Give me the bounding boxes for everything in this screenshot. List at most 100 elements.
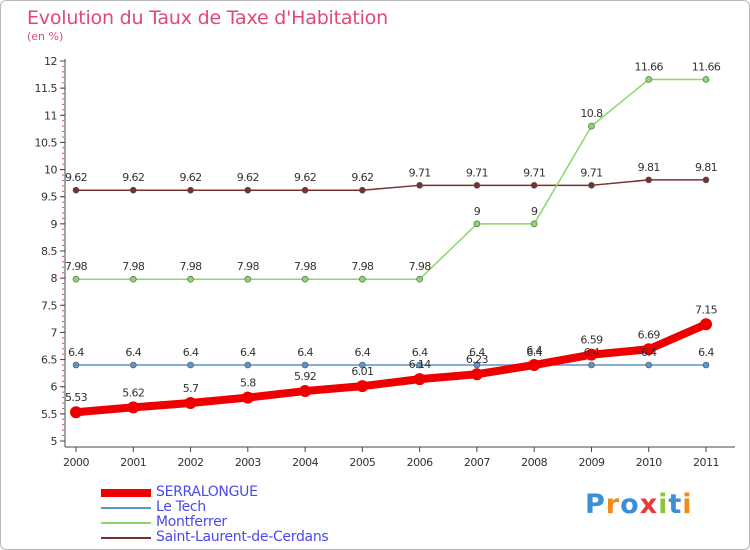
- data-point-serralongue: [299, 385, 312, 398]
- data-label-montferrer: 11.66: [692, 60, 721, 73]
- data-point-saint-laurent-de-cerdans: [530, 182, 538, 189]
- legend-swatch-serralongue: [101, 488, 151, 497]
- data-label-saint-laurent-de-cerdans: 9.71: [580, 166, 602, 179]
- y-tick-label: 10: [44, 164, 57, 177]
- data-label-montferrer: 9: [531, 205, 538, 218]
- y-tick-label: 11: [44, 109, 57, 122]
- data-label-serralongue: 5.7: [183, 382, 199, 395]
- x-tick-label: 2003: [235, 456, 261, 469]
- data-point-le-tech: [473, 361, 481, 369]
- data-point-montferrer: [244, 275, 252, 283]
- data-label-serralongue: 6.59: [580, 334, 603, 347]
- data-label-le-tech: 6.4: [469, 346, 485, 359]
- legend-swatch-montferrer: [101, 521, 151, 524]
- y-tick-label: 9: [51, 218, 58, 231]
- y-tick-label: 7.5: [41, 299, 57, 312]
- data-point-montferrer: [530, 220, 538, 228]
- data-point-montferrer: [702, 76, 710, 83]
- data-label-serralongue: 6.69: [638, 328, 661, 341]
- data-point-serralongue: [70, 406, 82, 419]
- data-label-saint-laurent-de-cerdans: 9.71: [466, 166, 488, 179]
- data-label-serralongue: 6.01: [351, 365, 373, 378]
- data-point-saint-laurent-de-cerdans: [702, 176, 710, 184]
- data-label-saint-laurent-de-cerdans: 9.71: [409, 166, 431, 179]
- data-point-montferrer: [645, 76, 653, 83]
- data-point-serralongue: [413, 373, 426, 386]
- data-point-le-tech: [129, 361, 137, 369]
- data-label-saint-laurent-de-cerdans: 9.81: [695, 161, 717, 174]
- data-point-serralongue: [356, 380, 369, 393]
- data-label-montferrer: 7.98: [351, 260, 374, 273]
- data-point-montferrer: [588, 122, 595, 130]
- data-point-serralongue: [642, 343, 655, 356]
- data-label-montferrer: 7.98: [237, 260, 260, 273]
- data-label-montferrer: 7.98: [65, 260, 88, 273]
- data-label-saint-laurent-de-cerdans: 9.71: [523, 166, 545, 179]
- legend-label: Saint-Laurent-de-Cerdans: [156, 529, 329, 545]
- y-tick-label: 10.5: [35, 136, 58, 149]
- data-point-saint-laurent-de-cerdans: [359, 186, 366, 194]
- data-label-le-tech: 6.4: [355, 346, 371, 359]
- data-label-serralongue: 6.23: [466, 353, 489, 366]
- data-label-le-tech: 6.4: [641, 346, 657, 359]
- proxiti-logo: Proxiti: [585, 489, 693, 520]
- data-point-saint-laurent-de-cerdans: [72, 186, 80, 194]
- data-label-montferrer: 7.98: [122, 260, 145, 273]
- data-label-saint-laurent-de-cerdans: 9.62: [122, 171, 144, 184]
- data-point-le-tech: [187, 361, 194, 369]
- data-label-serralongue: 7.15: [695, 303, 718, 316]
- data-point-le-tech: [244, 361, 252, 369]
- data-label-montferrer: 10.8: [580, 107, 603, 120]
- data-point-montferrer: [72, 275, 80, 283]
- data-label-montferrer: 7.98: [179, 260, 202, 273]
- data-point-le-tech: [301, 361, 309, 369]
- x-tick-label: 2004: [292, 456, 318, 469]
- y-tick-label: 9.5: [41, 191, 57, 204]
- data-label-saint-laurent-de-cerdans: 9.62: [65, 171, 87, 184]
- x-tick-label: 2010: [636, 456, 662, 469]
- data-point-le-tech: [359, 361, 366, 369]
- data-label-montferrer: 7.98: [409, 260, 432, 273]
- data-point-saint-laurent-de-cerdans: [473, 182, 481, 189]
- legend-swatch-saint-laurent: [101, 536, 151, 539]
- data-point-montferrer: [416, 275, 423, 283]
- data-point-saint-laurent-de-cerdans: [129, 186, 137, 194]
- data-point-serralongue: [585, 348, 598, 361]
- chart-title: Evolution du Taux de Taxe d'Habitation: [27, 7, 388, 29]
- data-label-saint-laurent-de-cerdans: 9.62: [179, 171, 201, 184]
- x-tick-label: 2006: [407, 456, 433, 469]
- data-point-montferrer: [129, 275, 137, 283]
- data-point-le-tech: [416, 361, 423, 369]
- data-label-le-tech: 6.4: [412, 346, 428, 359]
- y-tick-label: 6.5: [41, 354, 57, 367]
- y-tick-label: 5: [51, 435, 58, 448]
- chart-subtitle: (en %): [27, 30, 64, 43]
- data-label-serralongue: 5.53: [65, 391, 88, 404]
- data-point-serralongue: [127, 401, 140, 414]
- data-label-serralongue: 6.4: [526, 344, 542, 357]
- legend-label: Le Tech: [156, 499, 206, 515]
- legend-label: SERRALONGUE: [156, 484, 258, 500]
- legend-label: Montferrer: [156, 514, 227, 530]
- data-point-serralongue: [528, 359, 541, 371]
- data-point-le-tech: [72, 361, 80, 369]
- x-tick-label: 2007: [464, 456, 490, 469]
- y-tick-label: 7: [51, 326, 58, 339]
- y-tick-label: 8.5: [41, 245, 57, 258]
- data-label-le-tech: 6.4: [297, 346, 313, 359]
- data-label-montferrer: 9: [474, 205, 481, 218]
- y-tick-label: 11.5: [35, 82, 58, 95]
- data-label-le-tech: 6.4: [584, 346, 600, 359]
- data-label-montferrer: 7.98: [294, 260, 317, 273]
- data-label-saint-laurent-de-cerdans: 9.62: [237, 171, 259, 184]
- x-tick-label: 2000: [63, 456, 89, 469]
- data-label-serralongue: 5.62: [122, 386, 144, 399]
- data-point-montferrer: [473, 220, 481, 228]
- data-point-montferrer: [359, 275, 366, 283]
- data-point-montferrer: [187, 275, 194, 283]
- data-point-le-tech: [588, 361, 595, 369]
- data-label-saint-laurent-de-cerdans: 9.62: [294, 171, 316, 184]
- x-tick-label: 2002: [178, 456, 204, 469]
